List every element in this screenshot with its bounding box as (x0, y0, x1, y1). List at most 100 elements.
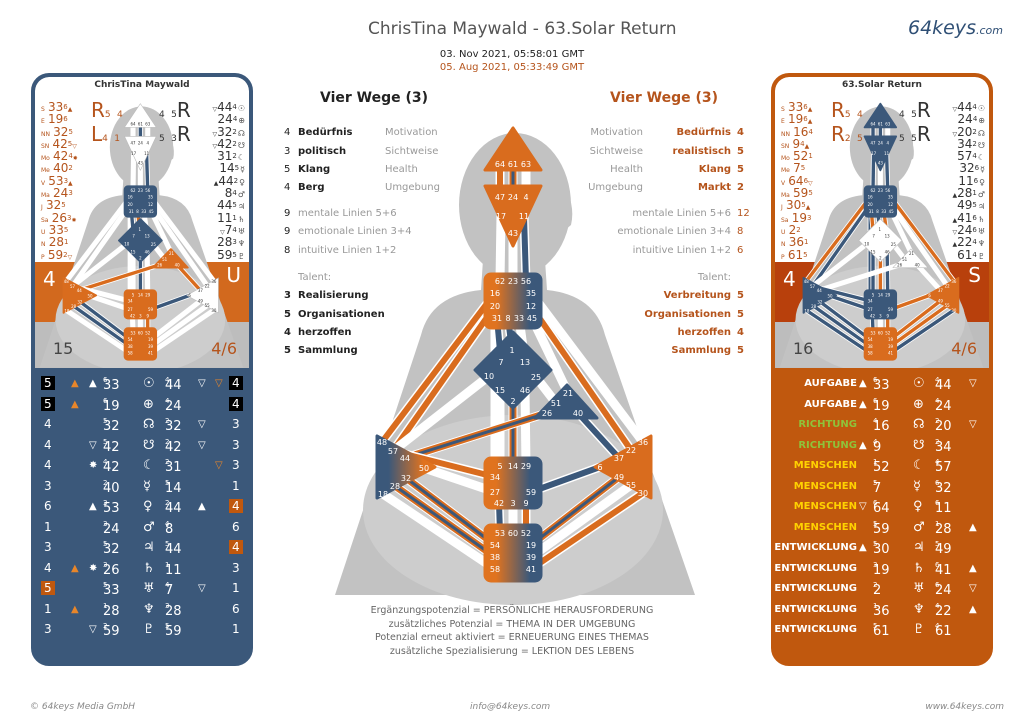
website-link[interactable]: www.64keys.com (925, 702, 1004, 712)
lines-label: intuitive Linien 1+2 (632, 245, 731, 256)
gate: 42 2 (165, 438, 182, 455)
table-row: MENSCHEN ▽ 64 6 ♀ 11 6 (775, 497, 989, 518)
channel-activation (804, 195, 872, 283)
planet-row: Sa 263✸ (41, 212, 78, 224)
gate-28: 28 (390, 482, 400, 491)
table-row: 5 33 5 ♅ 7 4 ▽ 1 (35, 579, 249, 600)
center-throat (863, 185, 898, 218)
planet-abbrev: NN (781, 130, 790, 138)
gate-3: 3 (879, 313, 882, 318)
role-label: ENTWICKLUNG (774, 603, 857, 615)
center-sacral (123, 289, 158, 320)
talent-label: Talent: (298, 272, 332, 283)
gate-7: 7 (132, 234, 135, 239)
gate-number: 8 (165, 521, 174, 537)
talent-count: 5 (737, 309, 744, 320)
line: 2 (796, 225, 801, 234)
gate-55: 55 (626, 481, 636, 490)
gate-36: 36 (211, 279, 217, 284)
line: 2 (232, 139, 237, 148)
gate-60: 60 (878, 330, 884, 335)
gate: 24 3 (103, 520, 120, 537)
center-root (483, 523, 543, 583)
channel-activation (575, 410, 622, 461)
gate-21: 21 (909, 251, 915, 256)
table-row: ENTWICKLUNG 36 1 ♆ 22 4 ▲ (775, 600, 989, 621)
gate-42: 42 (130, 313, 136, 318)
gate-24: 24 (508, 193, 518, 202)
channel-activation-personality (404, 411, 548, 460)
planet-icon: ⊕ (978, 116, 985, 126)
planet-icon: ☊ (237, 128, 245, 138)
planet-row: ▲442♀ (212, 175, 245, 187)
line: 6 (972, 213, 977, 222)
line: 5 (803, 250, 808, 259)
gate-32: 32 (401, 474, 411, 483)
channel-12-22 (148, 202, 210, 288)
line: 4 (232, 189, 237, 198)
gate-33: 33 (881, 209, 887, 214)
gate-51: 51 (162, 257, 168, 262)
planet-icon: ♃ (977, 202, 985, 212)
planet-icon: ☾ (143, 458, 155, 473)
gate-number: 7 (165, 583, 174, 598)
gate-64: 64 (131, 122, 137, 127)
planet-icon: ♅ (977, 226, 985, 236)
channel-activation (884, 153, 890, 191)
way-category: Health (385, 164, 418, 175)
gate: 16 (793, 124, 809, 139)
design-date: 05. Aug 2021, 05:33:49 GMT (439, 62, 585, 73)
gate-line: 4 (165, 519, 170, 528)
gate-line: 4 (165, 376, 170, 384)
gate-number: 22 (935, 603, 952, 619)
gate-64: 64 (495, 160, 505, 169)
gate-46: 46 (145, 249, 151, 254)
table-row: RICHTUNG 16 4 ☊ 20 2 ▽ (775, 415, 989, 436)
email-link[interactable]: info@64keys.com (470, 702, 551, 712)
activation-mark: ▲ (68, 179, 73, 187)
planet-icon: ♆ (913, 601, 925, 617)
gate-50: 50 (88, 294, 94, 299)
gate: 32 (53, 124, 69, 139)
left-activation-table: 5 ▲ ▲ 33 6 ☉ 44 4 ▽ ▽ 4 5 ▲ 19 6 ⊕ 24 4 4 4 32 5 ☊ 32 2 ▽ 3 4 ▽ 42 5 ☋ 4… (35, 374, 249, 641)
gate: 31 (217, 149, 233, 164)
orange-triangle: ▲ (71, 398, 79, 410)
center-g (473, 330, 553, 410)
table-row: ENTWICKLUNG ▲ 30 5 ♃ 49 5 (775, 538, 989, 559)
gate: 64 (788, 173, 804, 188)
gate-29: 29 (145, 292, 151, 297)
gate: 30 (785, 198, 802, 213)
gate-47: 47 (495, 193, 505, 202)
gate-line: 4 (873, 417, 878, 425)
gate-number: 42 (103, 439, 120, 455)
gate-line: 4 (873, 437, 878, 446)
planet-abbrev: Me (41, 167, 50, 175)
variable-mark: L4 1 (91, 122, 120, 146)
gate-56: 56 (521, 277, 531, 286)
gate-line: 6 (935, 499, 940, 507)
channel-activation-personality (394, 484, 496, 559)
gate-3: 3 (510, 499, 515, 508)
gate-61: 61 (508, 160, 518, 169)
gate-line: 3 (103, 560, 108, 569)
gate-line: 6 (103, 396, 108, 405)
planet-row: Mo 521 (781, 150, 813, 162)
table-row: 4 ✸ 42 4 ☾ 31 2 ▽ 3 (35, 456, 249, 477)
gate: 9 (792, 136, 801, 151)
planet-icon: ♃ (913, 540, 925, 555)
channel-17-62 (130, 153, 137, 191)
brand-logo[interactable]: 64keys.com (908, 17, 1003, 39)
line: 6 (974, 164, 980, 173)
gate-6: 6 (928, 293, 931, 298)
gate-27: 27 (868, 307, 874, 312)
role-label: AUFGABE (804, 398, 857, 410)
gate-line: 2 (935, 417, 940, 425)
gate-line: 5 (873, 540, 878, 548)
gate-23: 23 (508, 277, 518, 286)
line: 5 (972, 201, 977, 210)
role-label: AUFGABE (804, 378, 857, 389)
talent-count: 5 (737, 290, 744, 301)
activation-mark: ▽ (808, 179, 813, 187)
gate-33: 33 (514, 314, 524, 323)
